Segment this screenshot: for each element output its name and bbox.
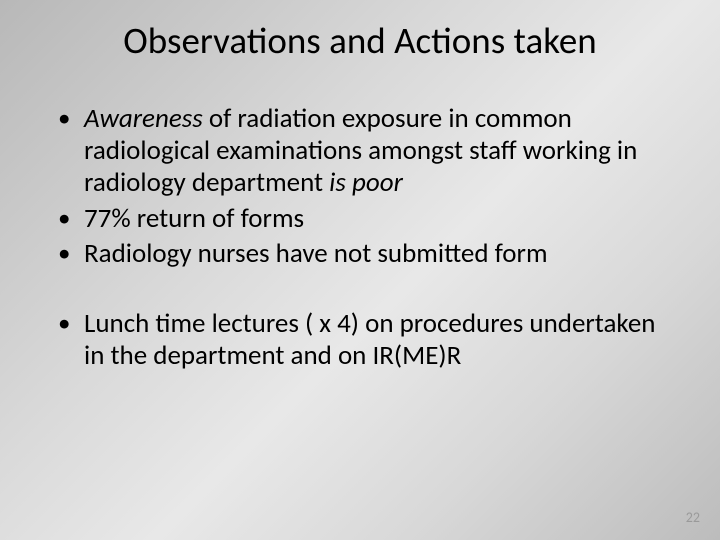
slide: Observations and Actions taken Awareness… (0, 0, 720, 540)
page-number: 22 (686, 509, 700, 526)
slide-title: Observations and Actions taken (0, 0, 720, 63)
bullet-group-1: Awareness of radiation exposure in commo… (54, 103, 672, 270)
bullet-text-italic: Awareness (84, 102, 203, 135)
bullet-item: Lunch time lectures ( x 4) on procedures… (54, 308, 672, 372)
bullet-item: Radiology nurses have not submitted form (54, 238, 672, 270)
slide-content: Awareness of radiation exposure in commo… (0, 63, 720, 372)
bullet-item: 77% return of forms (54, 203, 672, 235)
bullet-group-2: Lunch time lectures ( x 4) on procedures… (54, 308, 672, 372)
bullet-text: Radiology nurses have not submitted form (84, 237, 548, 270)
bullet-text-italic: is poor (329, 166, 403, 199)
bullet-text: Lunch time lectures ( x 4) on procedures… (84, 307, 655, 372)
bullet-text: 77% return of forms (84, 202, 304, 235)
bullet-item: Awareness of radiation exposure in commo… (54, 103, 672, 199)
bullet-group-gap (54, 274, 672, 308)
